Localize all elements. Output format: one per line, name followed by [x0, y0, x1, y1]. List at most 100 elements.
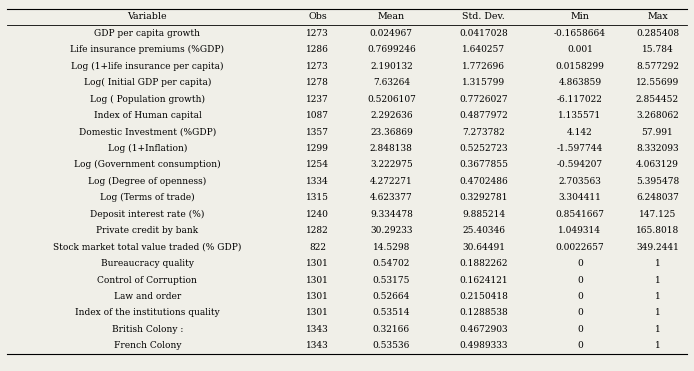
Text: 4.272271: 4.272271	[370, 177, 413, 186]
Text: 3.268062: 3.268062	[636, 111, 679, 120]
Text: Private credit by bank: Private credit by bank	[96, 226, 198, 235]
Text: Log (Government consumption): Log (Government consumption)	[74, 160, 221, 170]
Text: 15.784: 15.784	[642, 45, 673, 54]
Text: Min: Min	[570, 12, 589, 22]
Text: 2.854452: 2.854452	[636, 95, 679, 104]
Text: 1301: 1301	[306, 309, 329, 318]
Text: 4.863859: 4.863859	[558, 78, 602, 87]
Text: 0.32166: 0.32166	[373, 325, 410, 334]
Text: 0.1624121: 0.1624121	[459, 276, 508, 285]
Text: 1087: 1087	[306, 111, 329, 120]
Text: Log (1+Inflation): Log (1+Inflation)	[108, 144, 187, 153]
Text: 4.063129: 4.063129	[636, 160, 679, 170]
Text: 0.8541667: 0.8541667	[555, 210, 604, 219]
Text: 0.285408: 0.285408	[636, 29, 679, 38]
Text: 57.991: 57.991	[642, 128, 673, 137]
Text: 2.848138: 2.848138	[370, 144, 413, 153]
Text: 2.703563: 2.703563	[559, 177, 601, 186]
Text: Index of Human capital: Index of Human capital	[94, 111, 201, 120]
Text: 0: 0	[577, 292, 583, 301]
Text: 1: 1	[654, 292, 661, 301]
Text: 1: 1	[654, 259, 661, 268]
Text: 0.53514: 0.53514	[373, 309, 410, 318]
Text: 9.885214: 9.885214	[462, 210, 505, 219]
Text: 30.64491: 30.64491	[462, 243, 505, 252]
Text: 1299: 1299	[306, 144, 329, 153]
Text: Log ( Population growth): Log ( Population growth)	[90, 95, 205, 104]
Text: 0.0417028: 0.0417028	[459, 29, 508, 38]
Text: Stock market total value traded (% GDP): Stock market total value traded (% GDP)	[53, 243, 242, 252]
Text: 0.024967: 0.024967	[370, 29, 413, 38]
Text: 1.049314: 1.049314	[559, 226, 602, 235]
Text: 0.53175: 0.53175	[373, 276, 410, 285]
Text: 0: 0	[577, 309, 583, 318]
Text: 7.63264: 7.63264	[373, 78, 410, 87]
Text: 2.190132: 2.190132	[370, 62, 413, 71]
Text: 0.0022657: 0.0022657	[555, 243, 604, 252]
Text: Max: Max	[647, 12, 668, 22]
Text: 1315: 1315	[306, 193, 329, 202]
Text: 1254: 1254	[306, 160, 329, 170]
Text: 1.135571: 1.135571	[558, 111, 602, 120]
Text: 1301: 1301	[306, 276, 329, 285]
Text: 25.40346: 25.40346	[462, 226, 505, 235]
Text: 165.8018: 165.8018	[636, 226, 679, 235]
Text: 1278: 1278	[306, 78, 329, 87]
Text: 147.125: 147.125	[638, 210, 676, 219]
Text: 1: 1	[654, 341, 661, 350]
Text: 1.772696: 1.772696	[462, 62, 505, 71]
Text: Index of the institutions quality: Index of the institutions quality	[75, 309, 220, 318]
Text: 23.36869: 23.36869	[370, 128, 413, 137]
Text: 0.54702: 0.54702	[373, 259, 410, 268]
Text: 9.334478: 9.334478	[370, 210, 413, 219]
Text: Life insurance premiums (%GDP): Life insurance premiums (%GDP)	[70, 45, 224, 54]
Text: 349.2441: 349.2441	[636, 243, 679, 252]
Text: 0.53536: 0.53536	[373, 341, 410, 350]
Text: 14.5298: 14.5298	[373, 243, 410, 252]
Text: 1.640257: 1.640257	[462, 45, 505, 54]
Text: Domestic Investment (%GDP): Domestic Investment (%GDP)	[79, 128, 216, 137]
Text: 822: 822	[309, 243, 326, 252]
Text: 1: 1	[654, 309, 661, 318]
Text: 12.55699: 12.55699	[636, 78, 679, 87]
Text: 0.7726027: 0.7726027	[459, 95, 508, 104]
Text: 1334: 1334	[306, 177, 329, 186]
Text: Law and order: Law and order	[114, 292, 181, 301]
Text: 0.52664: 0.52664	[373, 292, 410, 301]
Text: 1286: 1286	[306, 45, 329, 54]
Text: 1.315799: 1.315799	[462, 78, 505, 87]
Text: 0.4702486: 0.4702486	[459, 177, 508, 186]
Text: 1273: 1273	[306, 29, 329, 38]
Text: Deposit interest rate (%): Deposit interest rate (%)	[90, 210, 205, 219]
Text: 3.304411: 3.304411	[559, 193, 601, 202]
Text: 3.222975: 3.222975	[370, 160, 413, 170]
Text: 0.2150418: 0.2150418	[459, 292, 508, 301]
Text: 30.29233: 30.29233	[370, 226, 413, 235]
Text: 0.4672903: 0.4672903	[459, 325, 508, 334]
Text: 1301: 1301	[306, 292, 329, 301]
Text: 0.3292781: 0.3292781	[459, 193, 508, 202]
Text: 1240: 1240	[306, 210, 329, 219]
Text: 0: 0	[577, 276, 583, 285]
Text: 1282: 1282	[306, 226, 329, 235]
Text: 4.623377: 4.623377	[370, 193, 413, 202]
Text: 1343: 1343	[306, 341, 329, 350]
Text: 4.142: 4.142	[567, 128, 593, 137]
Text: 6.248037: 6.248037	[636, 193, 679, 202]
Text: 0.3677855: 0.3677855	[459, 160, 508, 170]
Text: 1301: 1301	[306, 259, 329, 268]
Text: Bureaucracy quality: Bureaucracy quality	[101, 259, 194, 268]
Text: -6.117022: -6.117022	[557, 95, 603, 104]
Text: 1357: 1357	[306, 128, 329, 137]
Text: British Colony :: British Colony :	[112, 325, 183, 334]
Text: Obs: Obs	[308, 12, 327, 22]
Text: 8.332093: 8.332093	[636, 144, 679, 153]
Text: 1237: 1237	[306, 95, 329, 104]
Text: 0.001: 0.001	[567, 45, 593, 54]
Text: 0: 0	[577, 259, 583, 268]
Text: 1: 1	[654, 276, 661, 285]
Text: 0.5252723: 0.5252723	[459, 144, 508, 153]
Text: Mean: Mean	[378, 12, 405, 22]
Text: 7.273782: 7.273782	[462, 128, 505, 137]
Text: Log (Degree of openness): Log (Degree of openness)	[88, 177, 207, 186]
